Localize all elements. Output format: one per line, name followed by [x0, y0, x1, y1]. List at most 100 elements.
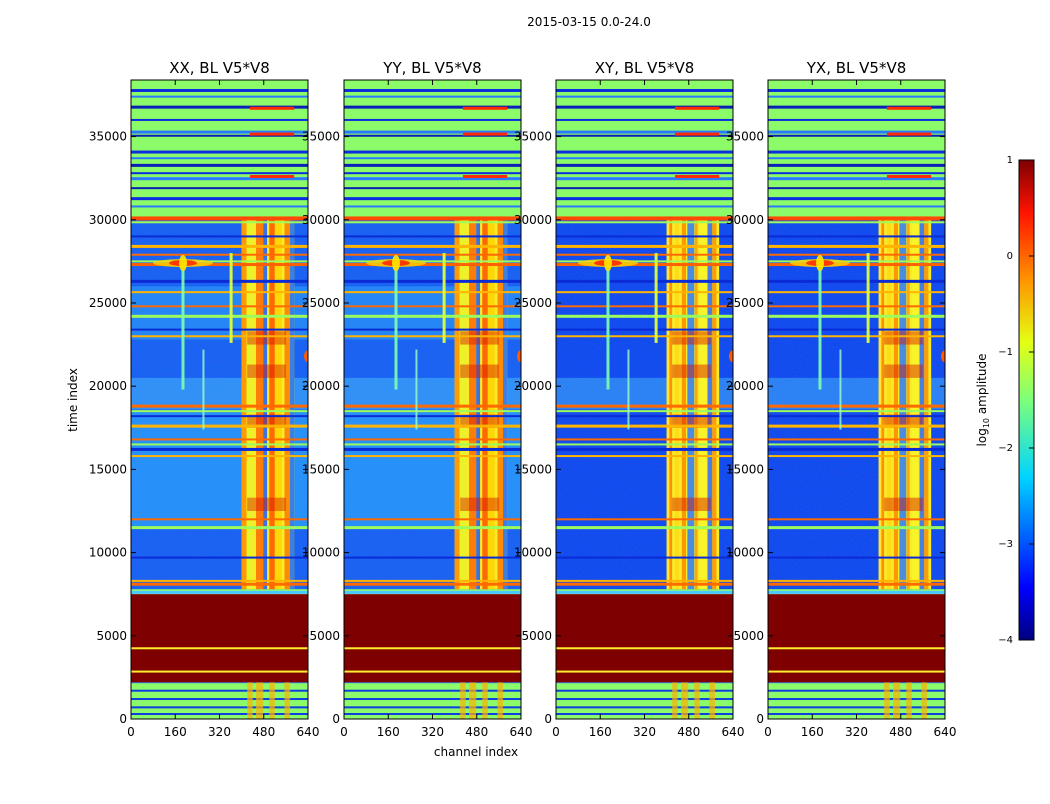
rfi-channel — [919, 216, 925, 590]
x-tick-label: 0 — [552, 725, 560, 739]
time-stripe — [344, 279, 521, 283]
rfi-line — [249, 106, 295, 110]
time-stripe — [131, 253, 308, 256]
figure-suptitle: 2015-03-15 0.0-24.0 — [527, 15, 651, 29]
time-stripe — [131, 328, 308, 331]
channel-line — [442, 253, 446, 343]
rfi-channel — [906, 216, 910, 590]
heatmap-image — [768, 80, 945, 719]
time-stripe — [768, 579, 945, 582]
channel-line — [415, 349, 418, 430]
rfi-channel — [284, 216, 291, 590]
rfi-channel-bottom — [681, 682, 689, 719]
rfi-channel-bottom — [694, 682, 700, 719]
time-stripe — [344, 410, 521, 413]
time-stripe — [344, 415, 521, 418]
time-stripe — [131, 415, 308, 418]
rfi-channel-bottom — [497, 682, 504, 719]
x-tick-label: 480 — [889, 725, 912, 739]
time-stripe — [344, 177, 521, 181]
time-stripe — [768, 279, 945, 283]
time-stripe — [131, 582, 308, 586]
rfi-channel-bottom — [284, 682, 291, 719]
saturated-stripe — [556, 647, 733, 650]
time-stripe — [131, 244, 308, 248]
rfi-line — [249, 132, 295, 136]
y-tick-label: 30000 — [302, 213, 340, 227]
panel-title: YY, BL V5*V8 — [382, 59, 481, 77]
time-stripe — [556, 172, 733, 175]
time-stripe — [131, 157, 308, 160]
saturated-region — [344, 594, 521, 683]
y-tick-label: 35000 — [302, 130, 340, 144]
time-stripe — [556, 177, 733, 181]
rfi-hotspot — [672, 414, 711, 428]
time-stripe — [344, 260, 521, 263]
time-stripe — [556, 260, 733, 263]
time-stripe — [344, 438, 521, 441]
rfi-channel — [497, 216, 504, 590]
time-stripe — [556, 88, 733, 92]
y-tick-label: 25000 — [726, 296, 764, 310]
time-stripe — [131, 177, 308, 181]
rfi-channel — [241, 216, 247, 590]
time-stripe — [131, 518, 308, 521]
time-stripe — [768, 305, 945, 308]
time-stripe — [131, 698, 308, 701]
colorbar-tick-label: 0 — [1007, 251, 1013, 262]
rfi-channel — [899, 216, 907, 590]
y-tick-label: 25000 — [302, 296, 340, 310]
time-stripe — [768, 260, 945, 263]
heatmap-image — [344, 80, 521, 719]
time-stripe — [344, 590, 521, 594]
y-tick-label: 5000 — [309, 629, 340, 643]
time-stripe — [344, 88, 521, 92]
rfi-channel — [290, 216, 295, 590]
colorbar-tick-label: −3 — [998, 539, 1013, 550]
time-stripe — [131, 88, 308, 92]
time-stripe — [344, 706, 521, 709]
time-stripe — [556, 455, 733, 458]
colorbar-tick-label: −2 — [998, 443, 1013, 454]
time-stripe — [556, 291, 733, 294]
y-tick-label: 35000 — [514, 130, 552, 144]
bottom-band — [768, 682, 945, 719]
time-stripe — [131, 235, 308, 238]
time-stripe — [344, 134, 521, 137]
rfi-channel — [274, 216, 282, 590]
rfi-channel-bottom — [709, 682, 716, 719]
time-stripe — [344, 328, 521, 331]
time-stripe — [344, 305, 521, 308]
y-tick-label: 0 — [119, 712, 127, 726]
time-stripe — [131, 556, 308, 559]
colorbar-tick-label: −4 — [998, 635, 1013, 646]
time-stripe — [344, 187, 521, 190]
time-stripe — [344, 130, 521, 134]
rfi-channel — [878, 216, 882, 590]
rfi-hotspot — [460, 364, 499, 378]
rfi-channel — [911, 216, 919, 590]
rfi-channel — [503, 216, 508, 590]
rfi-line — [462, 132, 508, 136]
time-stripe — [556, 95, 733, 98]
rfi-channel — [269, 216, 275, 590]
rfi-hotspot — [247, 497, 286, 511]
time-stripe — [131, 314, 308, 318]
y-tick-label: 25000 — [514, 296, 552, 310]
x-tick-label: 0 — [764, 725, 772, 739]
time-stripe — [131, 279, 308, 283]
time-stripe — [344, 455, 521, 458]
time-stripe — [768, 118, 945, 121]
time-stripe — [131, 197, 308, 201]
time-stripe — [344, 263, 521, 267]
y-tick-label: 15000 — [89, 462, 127, 476]
time-stripe — [344, 216, 521, 221]
time-stripe — [344, 197, 521, 201]
x-tick-label: 640 — [934, 725, 957, 739]
y-tick-label: 5000 — [96, 629, 127, 643]
rfi-channel — [881, 216, 885, 590]
time-stripe — [131, 95, 308, 98]
saturated-stripe — [344, 670, 521, 673]
y-tick-label: 15000 — [514, 462, 552, 476]
time-stripe — [344, 105, 521, 109]
